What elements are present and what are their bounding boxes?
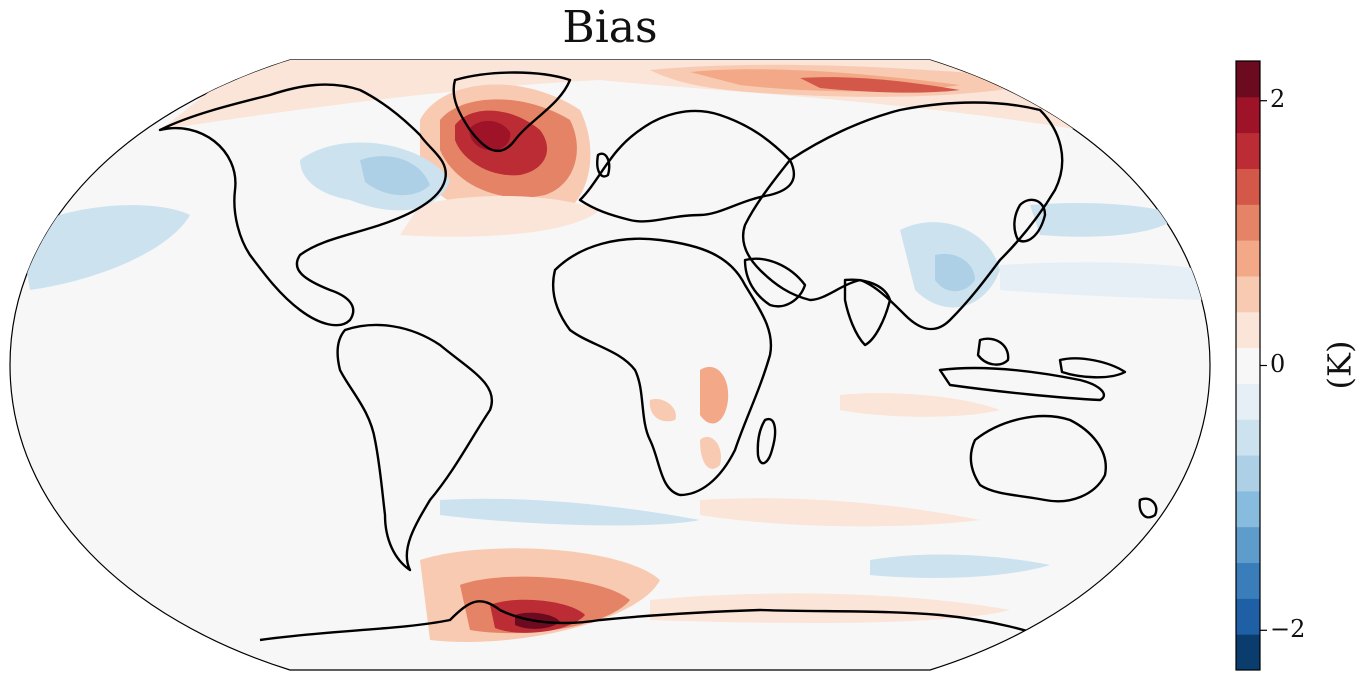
colorbar-ticks: 2 0 −2	[1260, 85, 1305, 643]
antarctica-coast	[259, 600, 1071, 647]
siberia-warm-hot	[800, 77, 960, 93]
uk-coast	[596, 152, 611, 178]
colorbar-level	[1236, 275, 1260, 313]
colorbar-tick-label: −2	[1270, 615, 1305, 643]
colorbar-label: (K)	[1321, 341, 1359, 390]
southern-ocean-warm-band	[700, 498, 980, 527]
colorbar-level	[1236, 240, 1260, 277]
new-guinea-coast	[1058, 357, 1127, 379]
north-atlantic-warm	[400, 195, 600, 237]
madagascar-coast	[756, 417, 777, 465]
indian-ocean-warm	[840, 393, 1000, 417]
europe-coast	[578, 109, 796, 223]
map-title: Bias	[562, 2, 658, 53]
colorbar-level	[1236, 132, 1260, 169]
asia-coast	[741, 101, 1064, 331]
colorbar-level	[1236, 419, 1260, 456]
bias-field	[20, 60, 1205, 642]
colorbar-level	[1236, 61, 1260, 98]
borneo-coast	[976, 337, 1010, 366]
greenland-coast	[452, 71, 572, 152]
colorbar-level	[1236, 311, 1260, 349]
south-america-coast	[336, 323, 494, 572]
colorbar-levels	[1236, 61, 1260, 671]
colorbar-level	[1236, 455, 1260, 492]
coastlines	[158, 71, 1158, 647]
colorbar-level	[1236, 204, 1260, 241]
east-africa-warm	[700, 366, 729, 424]
australia-coast	[969, 414, 1107, 503]
north-pacific-cool	[20, 205, 190, 290]
colorbar-level	[1236, 383, 1260, 420]
colorbar-level	[1236, 347, 1260, 384]
new-zealand-coast	[1138, 497, 1158, 519]
india-coast	[843, 278, 892, 347]
northwest-pacific-cool	[1030, 203, 1180, 237]
colorbar-level	[1236, 96, 1260, 134]
southern-ocean-cool-band	[440, 498, 700, 526]
south-africa-warm	[700, 436, 721, 469]
bias-map	[9, 59, 1211, 671]
east-asia-cool-core	[935, 253, 975, 292]
colorbar-level	[1236, 562, 1260, 599]
south-pacific-cool	[870, 554, 1050, 578]
colorbar-tick-label: 2	[1270, 85, 1285, 113]
colorbar-level	[1236, 634, 1260, 671]
colorbar-tick-label: 0	[1270, 350, 1285, 378]
africa-warm-spot	[649, 399, 676, 422]
north-america-cool-core	[360, 156, 430, 196]
tropical-pacific-cool	[1000, 262, 1205, 300]
indonesia-coast	[938, 366, 1106, 402]
north-america-coast	[158, 83, 447, 327]
africa-coast	[551, 237, 773, 497]
colorbar-level	[1236, 490, 1260, 528]
colorbar-level	[1236, 526, 1260, 564]
colorbar: 2 0 −2 (K)	[1235, 60, 1359, 671]
arabia-coast	[743, 257, 807, 308]
antarctic-coast-warm	[650, 593, 1010, 623]
colorbar-level	[1236, 598, 1260, 635]
colorbar-level	[1236, 168, 1260, 205]
japan-coast	[1013, 198, 1047, 243]
